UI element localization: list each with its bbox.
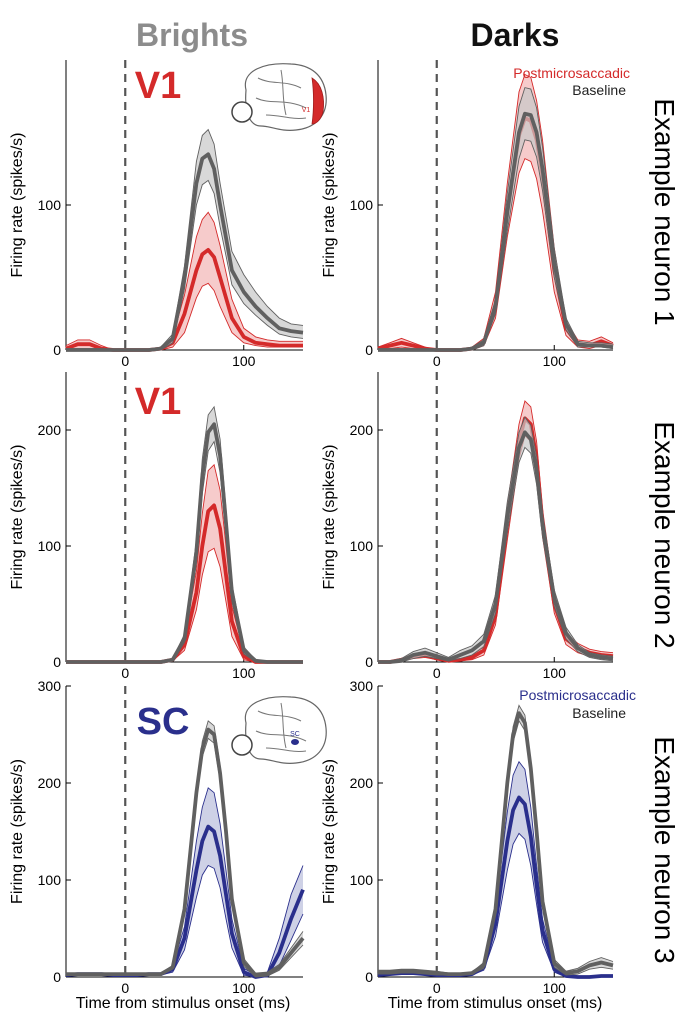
baseline-upper-bound bbox=[377, 416, 614, 663]
postmicrosaccadic-band bbox=[378, 761, 613, 977]
x-tick-label: 100 bbox=[543, 980, 567, 996]
y-tick-label: 100 bbox=[350, 538, 374, 554]
x-tick-label: 0 bbox=[121, 665, 129, 681]
y-axis-label: Firing rate (spikes/s) bbox=[321, 445, 338, 590]
postmicrosaccadic-mean-line bbox=[377, 795, 613, 979]
y-tick-label: 0 bbox=[53, 342, 61, 358]
x-tick-label: 0 bbox=[121, 353, 129, 369]
legend-baseline-bottom: Baseline bbox=[572, 705, 626, 721]
y-tick-label: 100 bbox=[38, 538, 62, 554]
baseline-mean-line bbox=[378, 711, 614, 976]
x-axis-label-left: Time from stimulus onset (ms) bbox=[76, 995, 291, 1012]
baseline-mean-line bbox=[66, 727, 305, 977]
x-tick-label: 100 bbox=[232, 665, 256, 681]
legend-baseline-top: Baseline bbox=[572, 82, 626, 98]
legend-postmicrosaccadic-blue: Postmicrosaccadic bbox=[519, 687, 636, 703]
panel-5: 0 100 0 100 200 300 Firing rate (spikes/s) bbox=[9, 678, 305, 996]
baseline-mean-line bbox=[66, 152, 304, 352]
y-tick-label: 200 bbox=[38, 422, 62, 438]
panel-4: 0 100 0 100 200 Firing rate (spikes/s) bbox=[321, 372, 614, 681]
region-label-v1-row1: V1 bbox=[135, 65, 181, 107]
y-tick-label: 100 bbox=[350, 872, 374, 888]
column-title-darks: Darks bbox=[471, 17, 560, 53]
region-label-v1-row2: V1 bbox=[135, 381, 181, 423]
postmicrosaccadic-lower-bound bbox=[377, 157, 614, 351]
x-tick-label: 100 bbox=[543, 665, 567, 681]
postmicrosaccadic-upper-bound bbox=[377, 760, 613, 977]
panel-6: 0 100 0 100 200 300 Firing rate (spikes/s) bbox=[321, 678, 614, 996]
panel-2: 0 100 0 100 Firing rate (spikes/s) bbox=[321, 60, 614, 369]
x-tick-label: 0 bbox=[433, 665, 441, 681]
x-tick-label: 0 bbox=[433, 353, 441, 369]
y-tick-label: 0 bbox=[53, 969, 61, 985]
brain-v1-text: V1 bbox=[302, 107, 311, 114]
y-tick-label: 0 bbox=[365, 342, 373, 358]
legend-postmicrosaccadic-red: Postmicrosaccadic bbox=[513, 65, 630, 81]
y-tick-label: 100 bbox=[38, 872, 62, 888]
row-title-neuron-3: Example neuron 3 bbox=[649, 736, 680, 963]
baseline-lower-bound bbox=[378, 446, 614, 663]
y-tick-label: 100 bbox=[38, 197, 62, 213]
postmicrosaccadic-lower-bound bbox=[378, 434, 614, 663]
row-title-neuron-1: Example neuron 1 bbox=[649, 98, 680, 325]
y-tick-label: 300 bbox=[350, 678, 374, 694]
panel-1: 0 100 0 100 Firing rate (spikes/s) bbox=[9, 60, 304, 369]
panels: 0 100 0 100 Firing rate (spikes/s) 0 100 0 100 Fi… bbox=[9, 60, 614, 996]
x-axis-label-right: Time from stimulus onset (ms) bbox=[388, 995, 603, 1012]
y-tick-label: 0 bbox=[53, 654, 61, 670]
baseline-mean-line bbox=[66, 422, 303, 664]
baseline-upper-bound bbox=[66, 405, 303, 663]
x-tick-label: 0 bbox=[121, 980, 129, 996]
x-tick-label: 100 bbox=[232, 353, 256, 369]
row-title-neuron-2: Example neuron 2 bbox=[649, 421, 680, 648]
baseline-mean-line bbox=[378, 111, 614, 352]
baseline-band bbox=[66, 406, 303, 662]
x-tick-label: 100 bbox=[232, 980, 256, 996]
y-tick-label: 200 bbox=[350, 775, 374, 791]
x-tick-label: 100 bbox=[543, 353, 567, 369]
y-axis-label: Firing rate (spikes/s) bbox=[9, 759, 26, 904]
y-tick-label: 100 bbox=[350, 197, 374, 213]
column-title-brights: Brights bbox=[136, 17, 248, 53]
region-label-sc: SC bbox=[137, 701, 190, 743]
y-axis-label: Firing rate (spikes/s) bbox=[321, 759, 338, 904]
panel-3: 0 100 0 100 200 Firing rate (spikes/s) bbox=[9, 372, 303, 681]
y-axis-label: Firing rate (spikes/s) bbox=[9, 445, 26, 590]
postmicrosaccadic-lower-bound bbox=[65, 864, 304, 978]
y-axis-label: Firing rate (spikes/s) bbox=[9, 133, 26, 278]
y-tick-label: 0 bbox=[365, 654, 373, 670]
y-axis-label: Firing rate (spikes/s) bbox=[321, 133, 338, 278]
postmicrosaccadic-band bbox=[66, 212, 303, 350]
x-tick-label: 0 bbox=[433, 980, 441, 996]
baseline-mean-line bbox=[378, 430, 614, 664]
y-tick-label: 300 bbox=[38, 678, 62, 694]
brain-sc-text: SC bbox=[290, 731, 300, 738]
brain-sc-icon: SC bbox=[231, 696, 327, 765]
y-tick-label: 200 bbox=[38, 775, 62, 791]
y-tick-label: 200 bbox=[350, 422, 374, 438]
y-tick-label: 0 bbox=[365, 969, 373, 985]
postmicrosaccadic-band bbox=[378, 74, 613, 350]
brain-v1-icon: V1 bbox=[231, 63, 327, 132]
